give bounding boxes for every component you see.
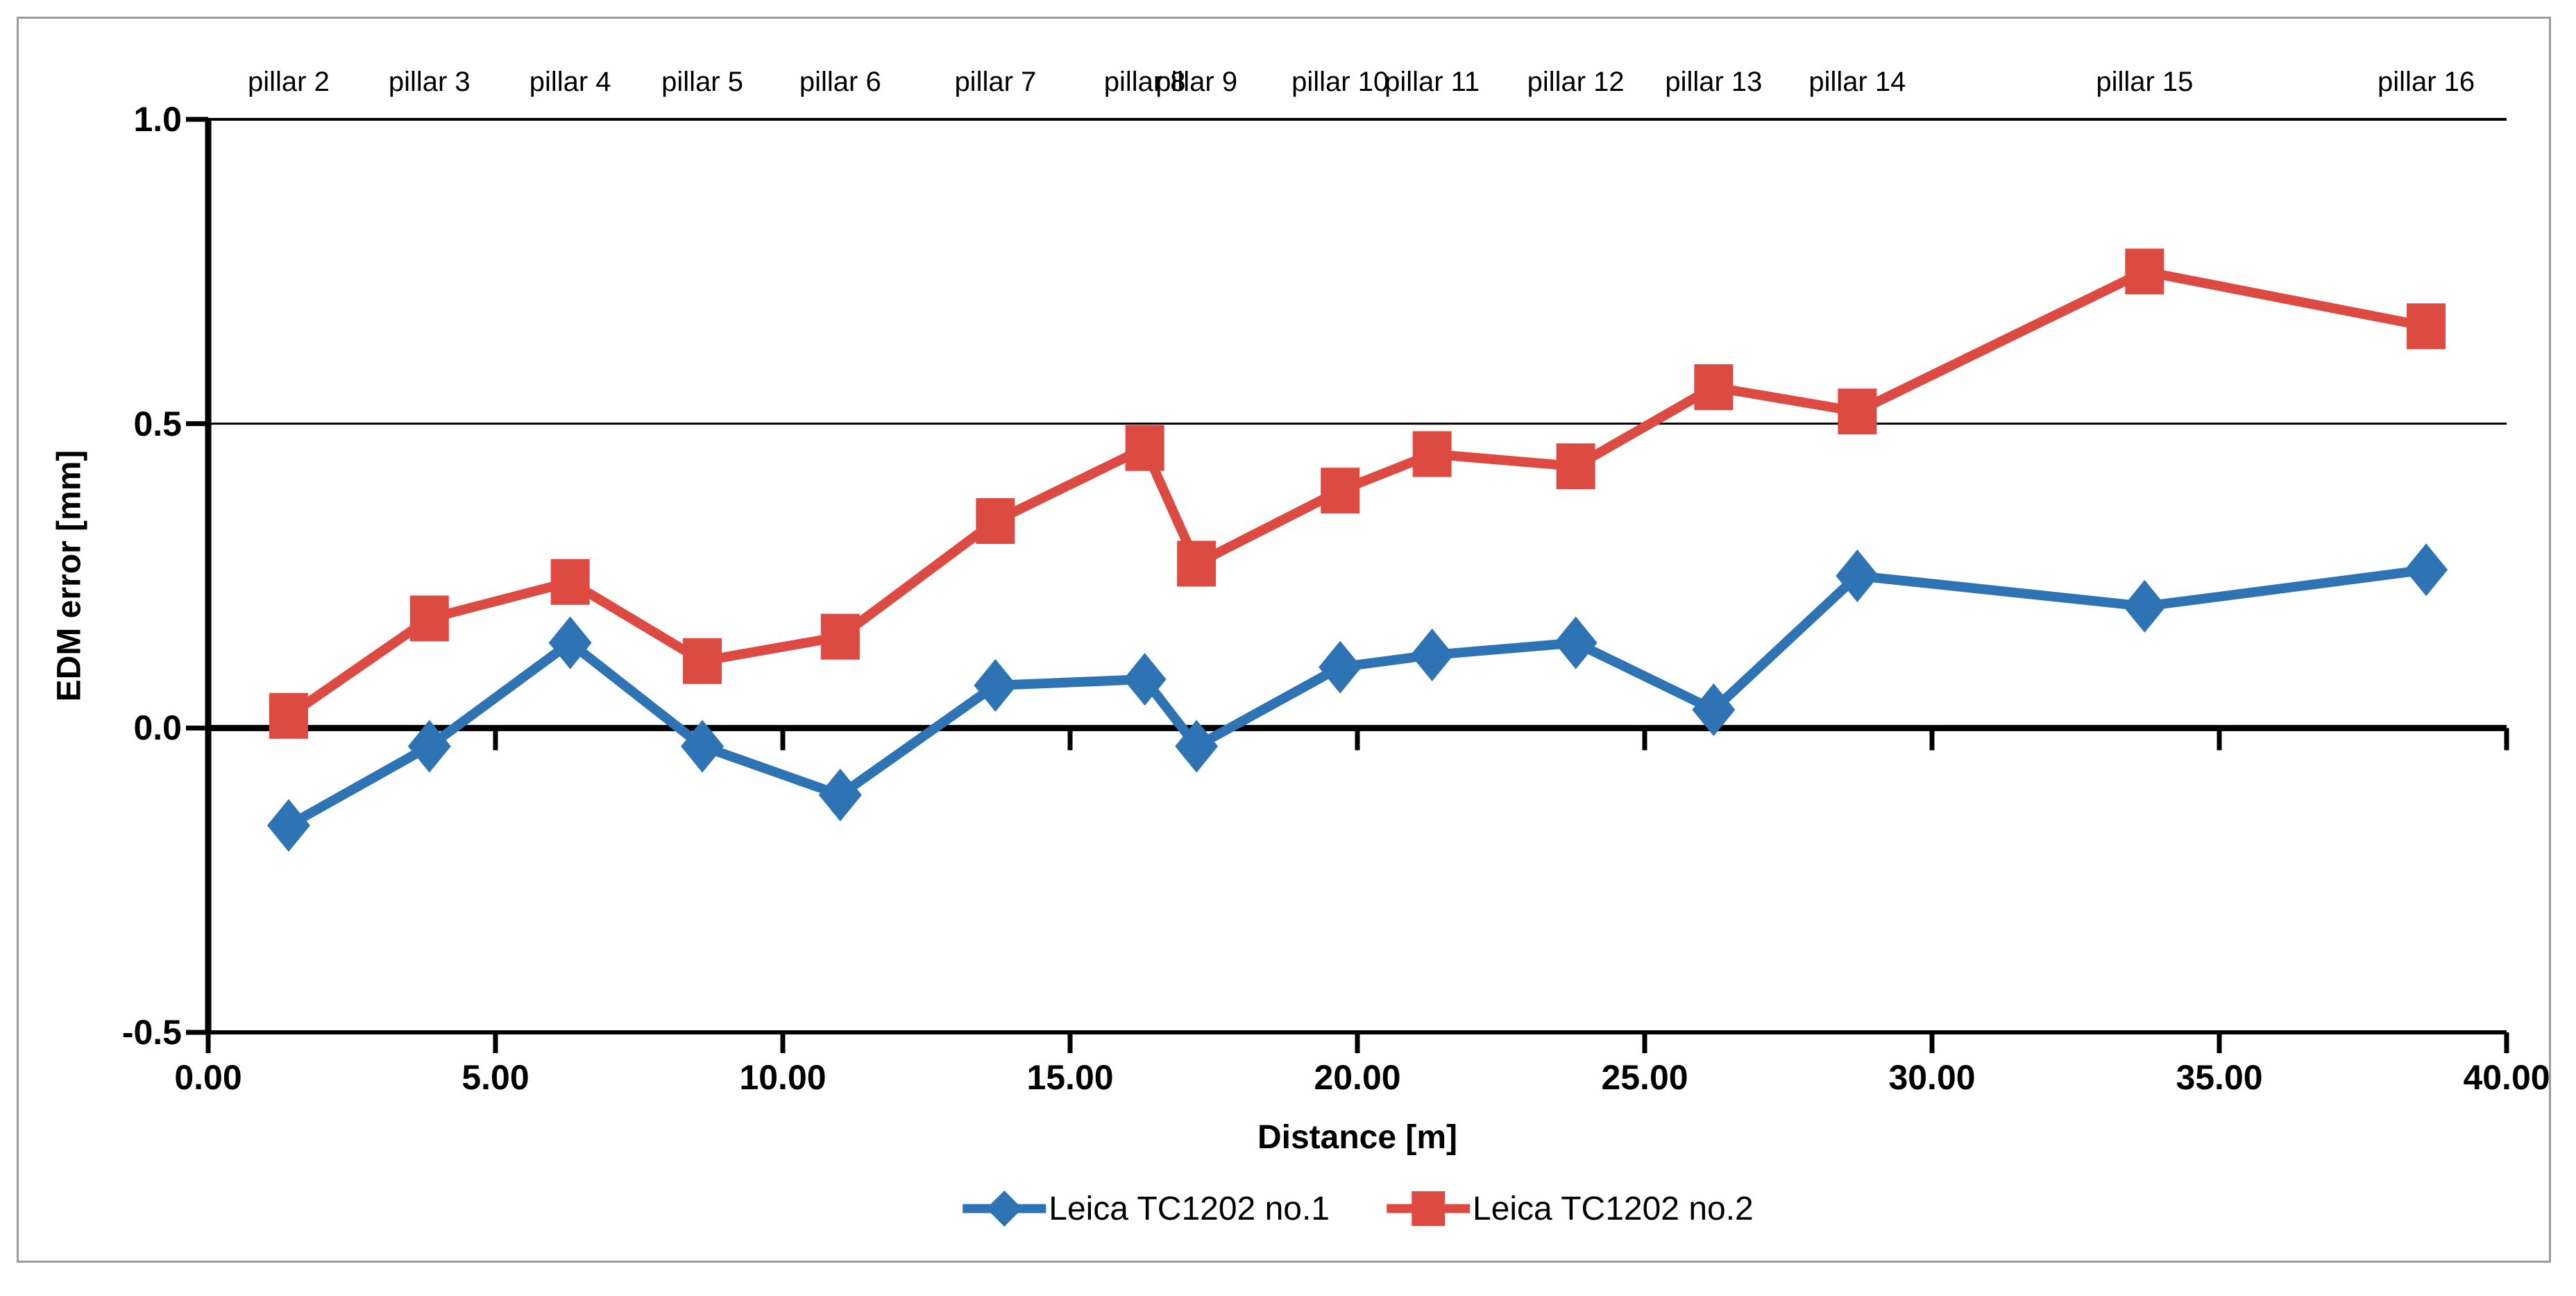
data-point-diamond — [1123, 653, 1167, 706]
pillar-label: pillar 2 — [247, 67, 330, 97]
legend-label-series2: Leica TC1202 no.2 — [1473, 1190, 1754, 1227]
y-tick-label: -0.5 — [121, 1013, 182, 1052]
pillar-label: pillar 3 — [388, 67, 471, 97]
y-axis-title: EDM error [mm] — [51, 450, 88, 702]
x-tick-label: 0.00 — [174, 1058, 242, 1097]
data-point-diamond — [266, 799, 310, 852]
pillar-label: pillar 13 — [1665, 67, 1763, 97]
data-point-square — [1556, 443, 1595, 490]
x-tick-label: 15.00 — [1026, 1058, 1114, 1097]
pillar-label: pillar 5 — [661, 67, 743, 97]
data-point-diamond — [1175, 719, 1219, 773]
x-tick-label: 30.00 — [1888, 1058, 1976, 1097]
pillar-label: pillar 8 — [1103, 67, 1186, 97]
y-tick-label: 0.0 — [133, 708, 182, 748]
data-point-square — [550, 559, 590, 605]
data-point-diamond — [407, 719, 451, 773]
x-tick-label: 5.00 — [461, 1058, 529, 1097]
legend-item-series1: Leica TC1202 no.1 — [961, 1184, 1330, 1234]
data-point-square — [1177, 540, 1217, 587]
data-point-square — [1694, 364, 1734, 411]
data-point-square — [1321, 468, 1360, 514]
legend-label-series1: Leica TC1202 no.1 — [1049, 1190, 1330, 1227]
legend-marker-square-icon — [1387, 1191, 1470, 1226]
y-tick-label: 1.0 — [133, 100, 182, 139]
data-point-diamond — [2123, 579, 2167, 633]
chart-legend: Leica TC1202 no.1 Leica TC1202 no.2 — [961, 1184, 1754, 1234]
data-point-square — [409, 595, 449, 642]
data-point-diamond — [681, 719, 724, 773]
data-point-square — [820, 613, 860, 660]
pillar-label: pillar 10 — [1291, 67, 1389, 97]
data-point-square — [2125, 248, 2164, 295]
x-tick-label: 40.00 — [2463, 1058, 2550, 1097]
x-tick-label: 35.00 — [2176, 1058, 2263, 1097]
data-point-square — [1412, 431, 1452, 477]
legend-item-series2: Leica TC1202 no.2 — [1385, 1184, 1754, 1234]
data-point-diamond — [2405, 543, 2448, 597]
pillar-label: pillar 11 — [1384, 67, 1480, 97]
data-point-diamond — [974, 658, 1017, 712]
pillar-label: pillar 12 — [1527, 67, 1625, 97]
pillar-label: pillar 14 — [1808, 67, 1906, 97]
data-point-diamond — [1836, 549, 1879, 602]
data-point-diamond — [1319, 640, 1362, 694]
y-tick-label: 0.5 — [133, 404, 182, 443]
legend-marker-diamond-icon — [963, 1191, 1046, 1227]
pillar-label: pillar 16 — [2378, 67, 2475, 97]
data-point-square — [683, 638, 722, 684]
pillar-label: pillar 6 — [799, 67, 881, 97]
x-tick-label: 25.00 — [1601, 1058, 1688, 1097]
data-point-square — [1838, 389, 1877, 435]
data-point-diamond — [818, 768, 862, 821]
x-tick-label: 10.00 — [739, 1058, 827, 1097]
pillar-label: pillar 4 — [529, 67, 611, 97]
data-point-diamond — [1410, 629, 1454, 682]
data-point-square — [2407, 303, 2446, 350]
data-point-diamond — [1554, 616, 1598, 670]
pillar-label: pillar 15 — [2096, 67, 2194, 97]
pillar-label: pillar 9 — [1155, 67, 1238, 97]
data-point-square — [1125, 425, 1164, 471]
data-point-diamond — [1692, 683, 1736, 737]
x-axis-title: Distance [m] — [1257, 1119, 1458, 1156]
pillar-label: pillar 7 — [954, 67, 1037, 97]
x-tick-label: 20.00 — [1314, 1058, 1401, 1097]
data-point-diamond — [548, 616, 592, 670]
data-point-square — [976, 498, 1015, 545]
data-point-square — [269, 692, 308, 739]
